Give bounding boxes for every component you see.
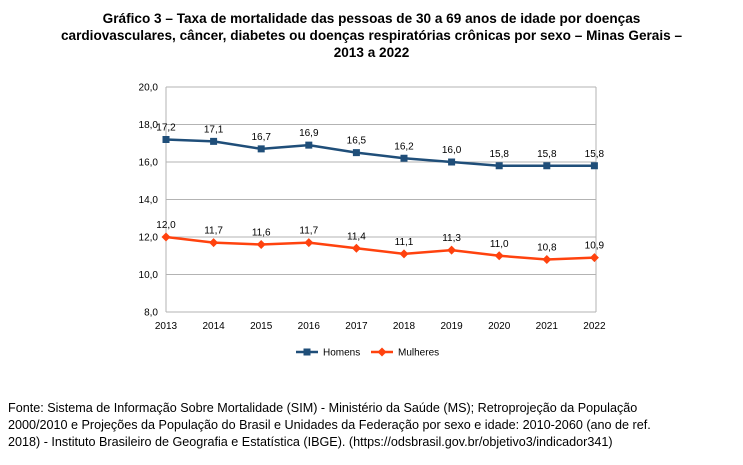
data-point: [161, 232, 171, 242]
x-tick-label: 2019: [440, 321, 463, 332]
data-point: [447, 245, 457, 255]
data-point: [542, 255, 552, 264]
data-point: [590, 162, 598, 170]
y-tick-label: 12,0: [139, 233, 159, 244]
data-label: 11,4: [347, 231, 366, 242]
y-tick-label: 20,0: [139, 83, 159, 94]
chart-title-line: cardiovasculares, câncer, diabetes ou do…: [60, 28, 683, 43]
series-line-homens: [165, 138, 595, 167]
chart-title-line: 2013 a 2022: [333, 45, 410, 60]
data-label: 16,7: [251, 132, 271, 143]
source-line: 2018) - Instituto Brasileiro de Geografi…: [8, 435, 613, 449]
data-point: [209, 238, 219, 248]
data-point: [256, 240, 266, 249]
data-label: 16,0: [442, 145, 462, 156]
data-point: [352, 149, 360, 157]
data-point: [495, 162, 503, 170]
data-label: 11,6: [252, 228, 271, 239]
data-label: 11,7: [299, 226, 318, 237]
data-label: 16,5: [347, 136, 367, 147]
data-label: 15,8: [537, 149, 557, 160]
data-label: 16,2: [394, 141, 414, 152]
data-label: 10,8: [537, 243, 557, 254]
y-tick-label: 10,0: [139, 270, 159, 281]
chart-title: Gráfico 3 – Taxa de mortalidade das pess…: [0, 10, 743, 61]
data-label: 16,9: [299, 128, 319, 139]
legend-label: Homens: [323, 348, 360, 359]
legend-marker: [377, 347, 387, 357]
source-note: Fonte: Sistema de Informação Sobre Morta…: [8, 400, 738, 451]
data-point: [589, 253, 599, 263]
x-tick-label: 2022: [583, 321, 606, 332]
x-tick-label: 2016: [298, 321, 321, 332]
y-tick-label: 8,0: [144, 308, 158, 319]
data-point: [400, 154, 408, 162]
data-label: 11,0: [490, 239, 509, 250]
y-tick-label: 16,0: [139, 158, 159, 169]
series-line-mulheres: [165, 235, 595, 261]
data-point: [351, 243, 361, 253]
data-label: 12,0: [156, 220, 176, 231]
data-point: [305, 141, 313, 149]
data-point: [257, 145, 265, 153]
source-line: 2000/2010 e Projeções da População do Br…: [8, 418, 651, 432]
x-tick-label: 2014: [202, 321, 225, 332]
data-label: 11,7: [204, 226, 223, 237]
data-point: [494, 251, 504, 261]
data-label: 17,2: [156, 123, 176, 134]
x-tick-label: 2017: [345, 321, 368, 332]
data-label: 10,9: [585, 241, 605, 252]
data-point: [399, 249, 409, 259]
data-label: 11,3: [442, 233, 461, 244]
source-line: Fonte: Sistema de Informação Sobre Morta…: [8, 401, 638, 415]
y-tick-label: 14,0: [139, 195, 159, 206]
data-label: 15,8: [489, 149, 509, 160]
x-tick-label: 2020: [488, 321, 511, 332]
legend-label: Mulheres: [398, 348, 439, 359]
data-label: 17,1: [204, 124, 224, 135]
x-tick-label: 2013: [155, 321, 178, 332]
y-tick-label: 18,0: [139, 120, 159, 131]
x-tick-label: 2021: [536, 321, 559, 332]
x-tick-label: 2015: [250, 321, 273, 332]
data-point: [448, 158, 456, 166]
data-point: [304, 238, 314, 248]
data-point: [162, 136, 170, 143]
data-label: 15,8: [585, 149, 605, 160]
x-tick-label: 2018: [393, 321, 416, 332]
data-point: [543, 162, 551, 170]
data-point: [210, 137, 218, 145]
data-label: 11,1: [395, 237, 414, 248]
legend-marker: [303, 348, 311, 356]
chart-title-line: Gráfico 3 – Taxa de mortalidade das pess…: [102, 11, 641, 26]
line-chart: 8,0 10,0 12,0 14,0 16,0 18,0 20,0 2013 2014 2015 2…: [139, 83, 606, 359]
